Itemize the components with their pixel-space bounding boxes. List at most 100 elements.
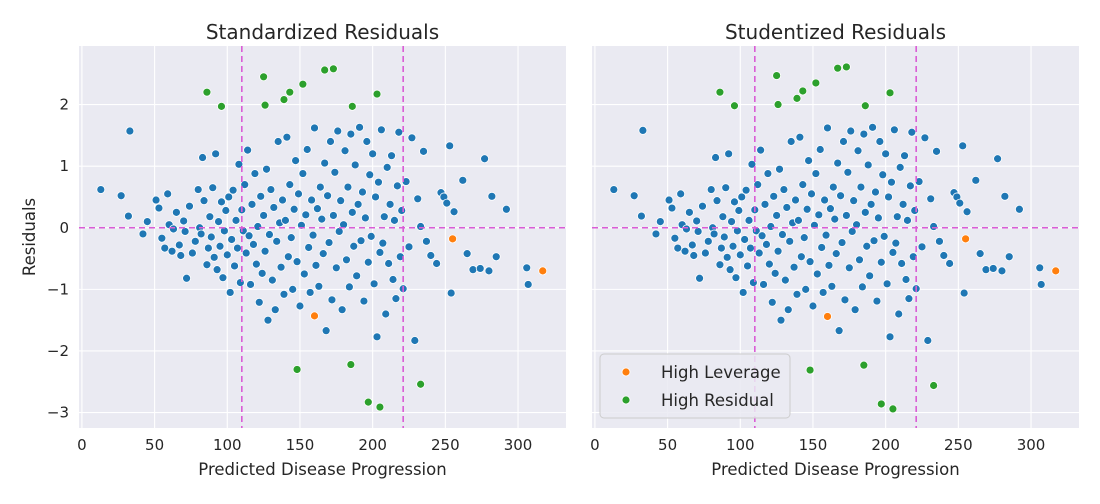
scatter-point — [180, 227, 190, 236]
scatter-point — [138, 229, 148, 239]
scatter-point — [753, 180, 763, 190]
scatter-point — [759, 280, 768, 289]
scatter-point — [839, 137, 848, 146]
series-high-residual — [202, 64, 426, 412]
scatter-point — [811, 169, 821, 178]
scatter-point — [975, 249, 985, 259]
scatter-point — [834, 326, 844, 336]
scatter-point — [217, 101, 226, 111]
scatter-point — [346, 360, 356, 369]
scatter-point — [689, 251, 699, 260]
scatter-point — [202, 87, 212, 97]
scatter-point — [279, 95, 289, 105]
scatter-point — [945, 259, 955, 268]
scatter-point — [772, 211, 782, 220]
scatter-point — [798, 86, 808, 96]
scatter-point — [353, 199, 363, 209]
scatter-point — [234, 159, 244, 169]
scatter-point — [294, 189, 303, 199]
scatter-point — [981, 265, 991, 275]
scatter-point — [907, 127, 917, 137]
scatter-point — [523, 280, 533, 289]
scatter-point — [324, 238, 334, 247]
scatter-point — [799, 233, 809, 243]
scatter-point — [230, 261, 239, 271]
scatter-point — [762, 239, 771, 249]
scatter-point — [212, 265, 222, 275]
scatter-point — [727, 217, 736, 226]
scatter-point — [715, 260, 725, 270]
scatter-point — [185, 201, 194, 211]
scatter-point — [330, 167, 340, 177]
scatter-point — [895, 162, 905, 172]
scatter-point — [711, 153, 720, 162]
scatter-point — [265, 230, 274, 239]
scatter-point — [718, 212, 728, 222]
scatter-point — [96, 185, 106, 194]
scatter-point — [356, 236, 366, 246]
scatter-point — [756, 145, 766, 155]
scatter-point — [301, 210, 311, 220]
scatter-point — [770, 268, 780, 278]
scatter-point — [323, 191, 332, 201]
scatter-point — [202, 260, 212, 270]
scatter-point — [929, 222, 939, 231]
scatter-point — [257, 268, 267, 278]
scatter-point — [174, 240, 184, 250]
scatter-point — [326, 137, 335, 146]
scatter-point — [254, 297, 264, 307]
scatter-point — [842, 211, 851, 220]
scatter-point — [706, 185, 716, 194]
scatter-point — [151, 195, 161, 205]
scatter-point — [958, 141, 968, 151]
scatter-point — [879, 231, 889, 241]
scatter-point — [889, 125, 899, 135]
scatter-point — [246, 280, 255, 289]
scatter-point — [179, 216, 189, 226]
scatter-point — [884, 192, 893, 202]
scatter-point — [988, 264, 998, 273]
scatter-point — [359, 296, 369, 306]
scatter-point — [868, 122, 877, 132]
scatter-point — [798, 180, 808, 190]
scatter-point — [709, 229, 719, 239]
scatter-point — [358, 187, 367, 197]
scatter-point — [792, 93, 802, 103]
scatter-point — [791, 195, 800, 205]
scatter-point — [182, 273, 191, 283]
scatter-point — [266, 185, 276, 194]
scatter-point — [169, 224, 178, 234]
scatter-point — [241, 248, 251, 258]
y-tick-label: 1 — [59, 157, 69, 175]
x-tick-label: 0 — [77, 436, 87, 454]
scatter-point — [821, 230, 831, 240]
scatter-point — [360, 213, 370, 223]
scatter-point — [211, 149, 221, 159]
scatter-point — [344, 282, 354, 292]
scatter-point — [664, 195, 674, 205]
scatter-point — [730, 101, 739, 111]
scatter-point — [637, 211, 646, 221]
scatter-point — [716, 243, 726, 253]
scatter-point — [823, 312, 832, 321]
scatter-point — [715, 87, 725, 97]
series-high-leverage — [823, 234, 1061, 321]
scatter-point — [292, 257, 302, 267]
scatter-point — [196, 229, 206, 239]
scatter-point — [375, 248, 385, 257]
scatter-point — [885, 332, 895, 342]
scatter-point — [381, 309, 391, 319]
scatter-point — [712, 196, 722, 206]
scatter-point — [852, 220, 861, 230]
scatter-point — [395, 252, 405, 262]
scatter-point — [850, 305, 860, 315]
scatter-point — [259, 211, 269, 220]
scatter-point — [193, 185, 203, 194]
scatter-point — [375, 402, 385, 412]
legend-marker — [621, 395, 631, 405]
scatter-point — [892, 212, 902, 222]
scatter-point — [487, 191, 497, 201]
scatter-point — [808, 301, 818, 311]
scatter-point — [783, 305, 793, 315]
scatter-point — [795, 132, 805, 142]
